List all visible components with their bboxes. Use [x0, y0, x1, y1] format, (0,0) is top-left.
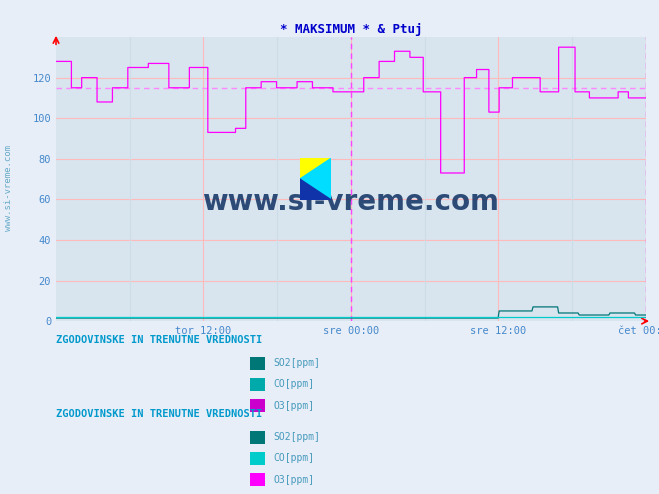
- Text: www.si-vreme.com: www.si-vreme.com: [4, 145, 13, 231]
- Text: ZGODOVINSKE IN TRENUTNE VREDNOSTI: ZGODOVINSKE IN TRENUTNE VREDNOSTI: [56, 410, 262, 419]
- Text: O3[ppm]: O3[ppm]: [273, 401, 314, 411]
- Text: O3[ppm]: O3[ppm]: [273, 475, 314, 485]
- Text: CO[ppm]: CO[ppm]: [273, 453, 314, 463]
- Polygon shape: [300, 179, 331, 200]
- Text: SO2[ppm]: SO2[ppm]: [273, 432, 320, 442]
- Text: CO[ppm]: CO[ppm]: [273, 379, 314, 389]
- Polygon shape: [300, 158, 331, 200]
- Text: ZGODOVINSKE IN TRENUTNE VREDNOSTI: ZGODOVINSKE IN TRENUTNE VREDNOSTI: [56, 335, 262, 345]
- Polygon shape: [300, 158, 331, 179]
- Text: www.si-vreme.com: www.si-vreme.com: [202, 188, 500, 216]
- Title: * MAKSIMUM * & Ptuj: * MAKSIMUM * & Ptuj: [279, 23, 422, 36]
- Text: SO2[ppm]: SO2[ppm]: [273, 358, 320, 368]
